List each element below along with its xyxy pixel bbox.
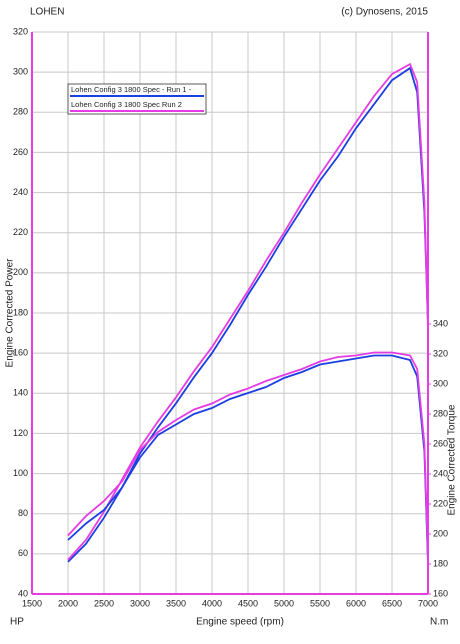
x-tick-label: 5500 [310,598,330,608]
chart-title: LOHEN [30,7,64,18]
y2-tick-label: 220 [433,498,448,508]
y2-tick-label: 160 [433,588,448,598]
y2-tick-label: 240 [433,468,448,478]
x-tick-label: 3000 [130,598,150,608]
y-tick-label: 60 [18,548,28,558]
y-tick-label: 160 [13,348,28,358]
x-tick-label: 6000 [346,598,366,608]
x-tick-label: 2500 [94,598,114,608]
y-tick-label: 180 [13,307,28,317]
series-line [67,62,429,561]
series-line [67,354,429,565]
y-tick-label: 80 [18,508,28,518]
x-tick-label: 6500 [382,598,402,608]
y-tick-label: 300 [13,67,28,77]
x-tick-label: 2000 [58,598,78,608]
x-unit-label: HP [10,617,24,628]
y-tick-label: 200 [13,267,28,277]
y-tick-label: 320 [13,26,28,36]
series-line [67,351,429,559]
y-tick-label: 260 [13,147,28,157]
chart-subtitle: (c) Dynosens, 2015 [341,7,428,18]
x-tick-label: 3500 [166,598,186,608]
y2-tick-label: 320 [433,348,448,358]
y-axis-label: Engine Corrected Power [5,258,16,368]
y2-tick-label: 280 [433,408,448,418]
y-tick-label: 280 [13,107,28,117]
x-tick-label: 7000 [418,598,438,608]
x-tick-label: 1500 [22,598,42,608]
y2-axis-label: Engine Corrected Torque [447,404,458,515]
x-tick-label: 4500 [238,598,258,608]
legend-label: Lohen Config 3 1800 Spec Run 2 [71,100,182,109]
y-tick-label: 40 [18,588,28,598]
x-axis-label: Engine speed (rpm) [196,617,284,628]
legend-box [67,83,207,115]
grid [31,31,429,595]
y2-tick-label: 180 [433,558,448,568]
legend-label: Lohen Config 3 1800 Spec - Run 1 - [71,85,192,94]
x-tick-label: 4000 [202,598,222,608]
y2-tick-label: 300 [433,378,448,388]
y-tick-label: 100 [13,468,28,478]
series-line [67,66,429,563]
y-tick-label: 140 [13,388,28,398]
y2-tick-label: 340 [433,318,448,328]
lines [67,62,429,565]
y-tick-label: 120 [13,428,28,438]
y-tick-label: 240 [13,187,28,197]
legend: Lohen Config 3 1800 Spec - Run 1 - Lohen … [67,83,207,115]
y2-unit-label: N.m [430,617,448,628]
y-tick-label: 220 [13,227,28,237]
y2-tick-label: 260 [433,438,448,448]
x-tick-label: 5000 [274,598,294,608]
y2-tick-label: 200 [433,528,448,538]
